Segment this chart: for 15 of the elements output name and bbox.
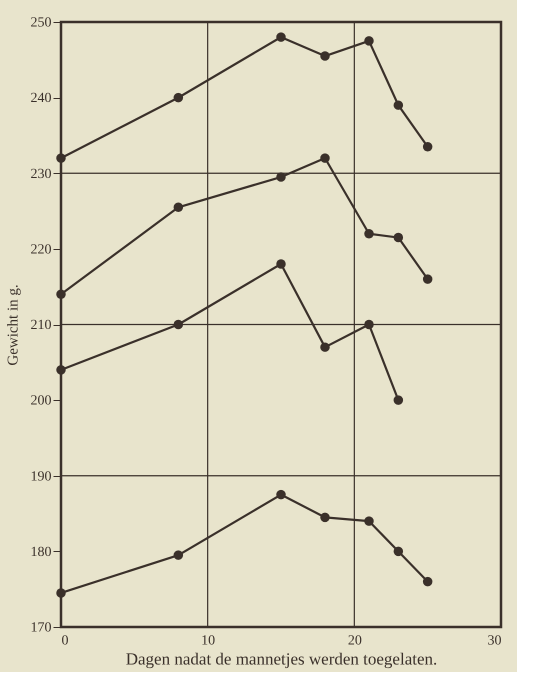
y-tick-label: 220 bbox=[30, 242, 52, 258]
y-axis-title: Gewicht in g. bbox=[6, 284, 22, 366]
x-axis-title: Dagen nadat de mannetjes werden toegelaten. bbox=[126, 650, 438, 668]
y-tick-label: 200 bbox=[30, 394, 52, 409]
y-tick-label: 190 bbox=[30, 469, 52, 484]
y-tick-label: 240 bbox=[30, 91, 52, 106]
x-tick-label: 30 bbox=[488, 634, 502, 648]
y-tick-label: 180 bbox=[30, 544, 52, 560]
x-tick-label: 10 bbox=[201, 634, 216, 648]
y-tick-label: 250 bbox=[30, 16, 52, 30]
x-tick-label: 20 bbox=[348, 634, 362, 648]
x-tick-label: 0 bbox=[62, 634, 68, 648]
y-tick-label: 230 bbox=[30, 166, 52, 182]
y-tick-label: 210 bbox=[30, 318, 52, 333]
y-tick-label: 170 bbox=[30, 620, 52, 636]
